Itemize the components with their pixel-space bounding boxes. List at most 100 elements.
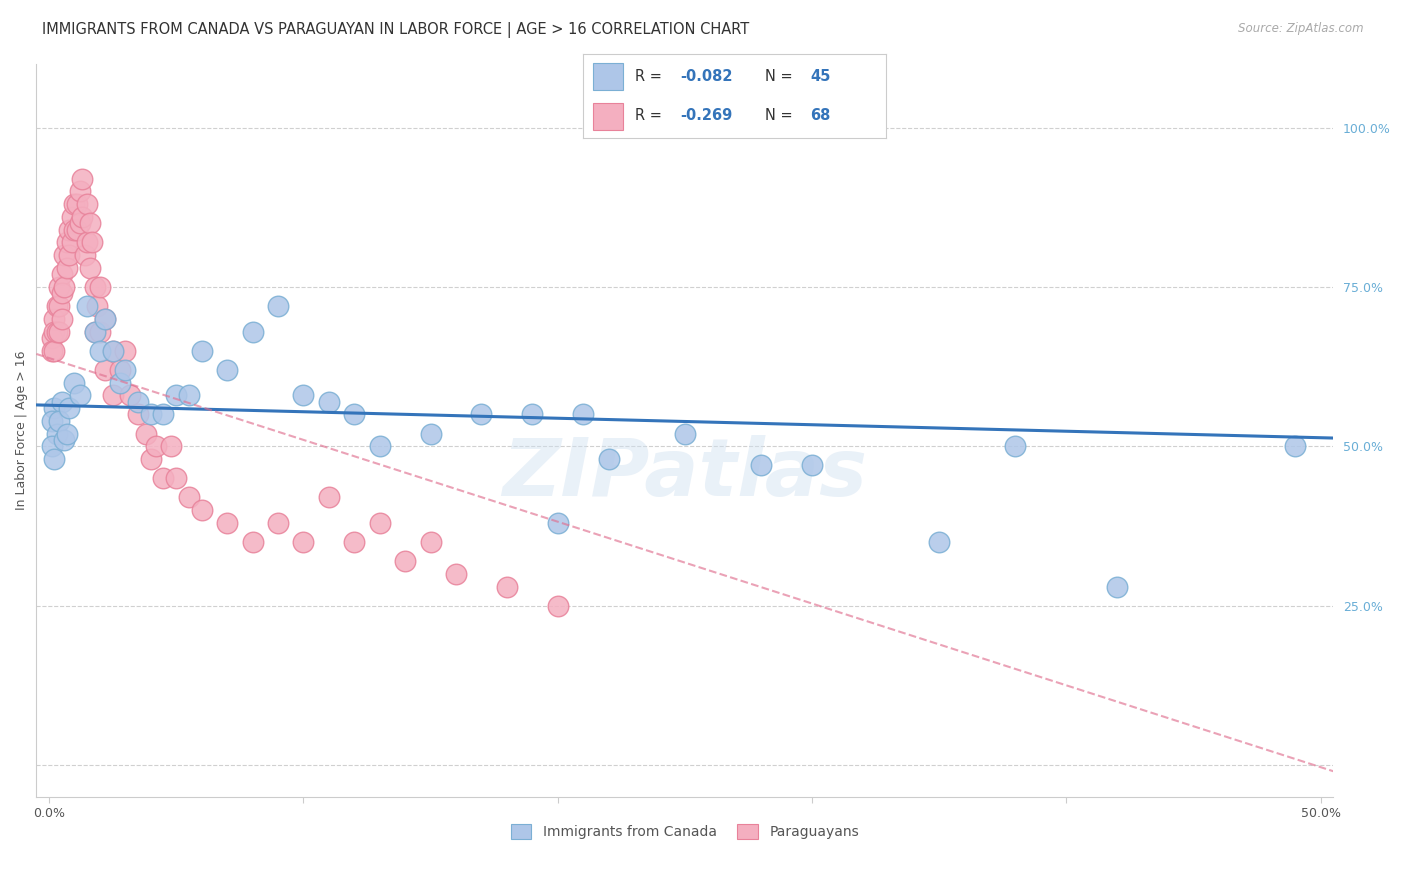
Legend: Immigrants from Canada, Paraguayans: Immigrants from Canada, Paraguayans	[505, 819, 865, 845]
Point	[152, 471, 174, 485]
Point	[83, 325, 105, 339]
Point	[110, 376, 132, 390]
Point	[292, 535, 315, 549]
FancyBboxPatch shape	[592, 103, 623, 130]
Point	[76, 197, 98, 211]
Point	[318, 394, 340, 409]
Point	[51, 286, 73, 301]
Point	[135, 426, 157, 441]
Point	[56, 235, 79, 250]
Point	[56, 426, 79, 441]
Point	[44, 325, 66, 339]
Text: N =: N =	[765, 108, 797, 123]
Point	[89, 325, 111, 339]
Point	[801, 458, 824, 473]
Point	[318, 491, 340, 505]
Point	[190, 343, 212, 358]
Point	[76, 299, 98, 313]
Point	[58, 248, 80, 262]
Point	[58, 401, 80, 416]
Point	[127, 394, 149, 409]
Point	[41, 439, 63, 453]
Point	[63, 376, 86, 390]
Point	[217, 363, 239, 377]
Point	[673, 426, 696, 441]
Text: 68: 68	[810, 108, 831, 123]
Point	[76, 235, 98, 250]
Point	[139, 408, 162, 422]
Text: R =: R =	[636, 69, 666, 84]
Point	[79, 260, 101, 275]
Point	[45, 325, 67, 339]
Point	[94, 363, 117, 377]
Point	[69, 388, 91, 402]
Point	[343, 535, 366, 549]
Point	[1004, 439, 1026, 453]
Point	[41, 414, 63, 428]
Point	[60, 210, 83, 224]
Point	[598, 452, 620, 467]
Point	[139, 452, 162, 467]
Point	[470, 408, 492, 422]
Text: R =: R =	[636, 108, 666, 123]
Point	[217, 516, 239, 530]
Point	[114, 343, 136, 358]
Point	[44, 312, 66, 326]
Point	[177, 491, 200, 505]
Point	[101, 388, 124, 402]
Point	[114, 363, 136, 377]
Point	[145, 439, 167, 453]
Text: 45: 45	[810, 69, 831, 84]
Point	[48, 280, 70, 294]
Point	[267, 299, 290, 313]
Point	[572, 408, 595, 422]
Point	[343, 408, 366, 422]
Text: -0.082: -0.082	[681, 69, 733, 84]
Point	[928, 535, 950, 549]
Point	[83, 280, 105, 294]
Point	[292, 388, 315, 402]
Point	[152, 408, 174, 422]
Point	[48, 414, 70, 428]
Point	[45, 299, 67, 313]
Point	[165, 388, 187, 402]
Text: Source: ZipAtlas.com: Source: ZipAtlas.com	[1239, 22, 1364, 36]
Text: IMMIGRANTS FROM CANADA VS PARAGUAYAN IN LABOR FORCE | AGE > 16 CORRELATION CHART: IMMIGRANTS FROM CANADA VS PARAGUAYAN IN …	[42, 22, 749, 38]
Point	[56, 260, 79, 275]
Point	[368, 516, 391, 530]
Point	[82, 235, 104, 250]
Point	[120, 388, 142, 402]
Point	[51, 268, 73, 282]
Point	[79, 216, 101, 230]
Point	[368, 439, 391, 453]
Point	[89, 280, 111, 294]
Point	[110, 363, 132, 377]
Point	[44, 452, 66, 467]
Point	[51, 312, 73, 326]
Point	[394, 554, 416, 568]
Point	[547, 516, 569, 530]
Y-axis label: In Labor Force | Age > 16: In Labor Force | Age > 16	[15, 351, 28, 510]
Point	[83, 325, 105, 339]
Point	[101, 343, 124, 358]
Point	[101, 343, 124, 358]
FancyBboxPatch shape	[592, 62, 623, 90]
Point	[45, 426, 67, 441]
Point	[66, 223, 89, 237]
Point	[41, 343, 63, 358]
Point	[53, 280, 76, 294]
Point	[1284, 439, 1306, 453]
Point	[89, 343, 111, 358]
Point	[63, 197, 86, 211]
Point	[1107, 580, 1129, 594]
Point	[66, 197, 89, 211]
Text: -0.269: -0.269	[681, 108, 733, 123]
Point	[190, 503, 212, 517]
Point	[69, 185, 91, 199]
Point	[267, 516, 290, 530]
Point	[70, 210, 93, 224]
Point	[177, 388, 200, 402]
Point	[53, 433, 76, 447]
Point	[44, 343, 66, 358]
Point	[522, 408, 544, 422]
